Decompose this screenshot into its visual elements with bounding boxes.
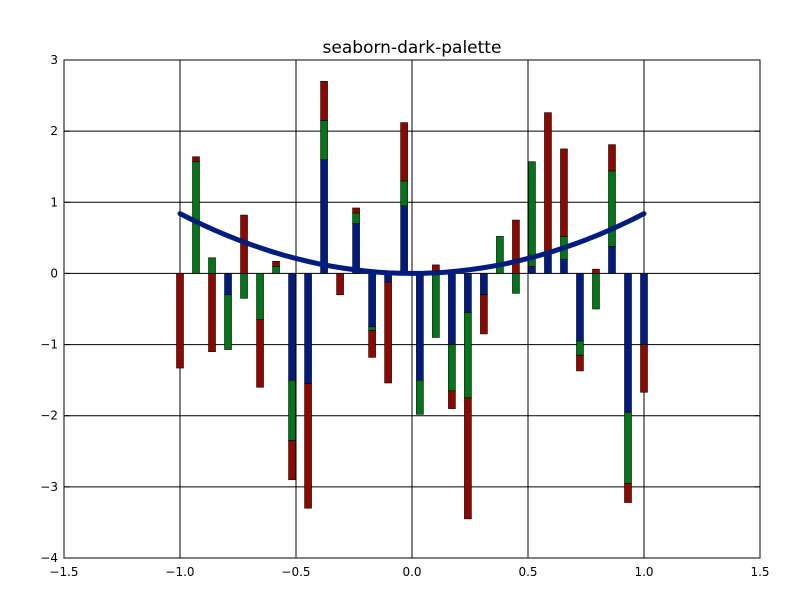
bar-segment-green (528, 161, 536, 267)
x-tick-label: −1.5 (49, 565, 78, 579)
bar-segment-red (192, 156, 200, 163)
bar-segment-green (576, 340, 584, 356)
bar-segment-blue (560, 258, 568, 274)
bar-segment-blue (416, 273, 424, 381)
bar-segment-red (560, 148, 568, 237)
y-tick-label: 2 (50, 124, 58, 138)
bar-segment-blue (544, 253, 552, 274)
bar-segment-blue (480, 273, 488, 296)
bar-segment-red (256, 319, 264, 388)
bar-segment-red (320, 81, 328, 121)
bar-segment-blue (400, 205, 408, 274)
bar-segment-red (384, 281, 392, 384)
bar-segment-green (192, 161, 200, 274)
y-tick-label: −4 (40, 551, 58, 565)
bar-segment-red (288, 440, 296, 481)
bar-segment-red (592, 268, 600, 274)
ticks: −1.5 −1.0 −0.5 0.0 0.5 1.0 1.5 −4 −3 −2 −1 0 1 2 3 (40, 53, 769, 579)
trend-line-group (177, 211, 647, 276)
x-tick-label: 1.0 (634, 565, 653, 579)
bar-segment-blue (448, 273, 456, 345)
bar-segment-green (432, 273, 440, 338)
bar-segment-green (352, 212, 360, 224)
bar-segment-red (304, 383, 312, 509)
y-tick-label: 0 (50, 266, 58, 280)
bar-segment-red (272, 261, 280, 267)
x-tick-label: 0.5 (518, 565, 537, 579)
bar-segment-blue (640, 273, 648, 345)
bar-segment-green (608, 170, 616, 247)
bar-segment-blue (608, 246, 616, 274)
bar-segment-red (336, 273, 344, 296)
bar-segment-red (608, 144, 616, 172)
bar-segment-red (176, 273, 184, 369)
bar-segment-blue (624, 273, 632, 413)
bar-segment-red (640, 344, 648, 393)
bar-segment-red (544, 112, 552, 254)
bar-segment-green (272, 266, 280, 274)
x-tick-label: 1.5 (750, 565, 769, 579)
bar-segment-red (400, 122, 408, 182)
bar-segment-green (224, 294, 232, 350)
bar-segment-green (496, 236, 504, 274)
bar-segment-blue (320, 159, 328, 274)
y-tick-label: 1 (50, 195, 58, 209)
bar-segment-red (448, 390, 456, 409)
bar-segment-green (208, 257, 216, 274)
bar-segment-red (480, 294, 488, 335)
bar-segment-blue (576, 273, 584, 342)
bar-segment-green (400, 180, 408, 207)
bar-segment-green (512, 273, 520, 294)
bar-segment-blue (464, 273, 472, 313)
x-tick-label: 0.0 (402, 565, 421, 579)
x-tick-label: −1.0 (165, 565, 194, 579)
bar-segment-green (592, 273, 600, 310)
bar-segment-green (240, 273, 248, 299)
bar-segment-blue (288, 273, 296, 381)
bar-segment-green (288, 379, 296, 441)
x-tick-label: −0.5 (281, 565, 310, 579)
chart-title: seaborn-dark-palette (323, 38, 502, 58)
bar-segment-blue (224, 273, 232, 296)
y-tick-label: 3 (50, 53, 58, 67)
bar-segment-blue (368, 273, 376, 328)
y-tick-label: −1 (40, 338, 58, 352)
bar-segment-green (256, 273, 264, 320)
bar-segment-blue (352, 223, 360, 274)
bar-segment-red (352, 207, 360, 214)
y-tick-label: −3 (40, 480, 58, 494)
bar-segment-blue (528, 266, 536, 274)
bar-segment-green (448, 344, 456, 392)
bar-segment-red (576, 354, 584, 372)
bar-segment-green (416, 379, 424, 415)
bar-segment-green (368, 326, 376, 331)
bar-segment-red (624, 482, 632, 503)
trend-line (177, 211, 647, 276)
bar-segment-blue (304, 273, 312, 384)
bar-segment-green (320, 120, 328, 160)
y-tick-label: −2 (40, 409, 58, 423)
bar-segment-green (624, 411, 632, 484)
bar-segment-red (512, 219, 520, 274)
bar-segment-red (208, 273, 216, 352)
bar-segment-red (464, 397, 472, 520)
bar-segment-red (368, 330, 376, 358)
bar-segment-green (464, 312, 472, 399)
